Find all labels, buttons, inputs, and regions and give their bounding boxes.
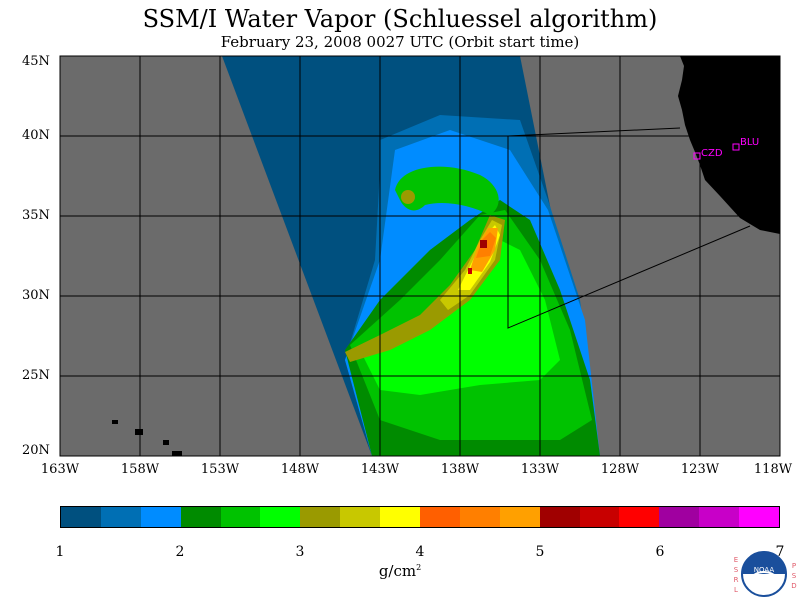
colorbar-swatch-5: [220, 507, 261, 527]
boundary-top: [507, 127, 681, 137]
lon-label-153w: 153W: [200, 462, 240, 477]
lon-label-163w: 163W: [40, 462, 80, 477]
colorbar-swatch-17: [699, 507, 740, 527]
colorbar-swatch-9: [380, 507, 421, 527]
colorbar-swatch-15: [619, 507, 660, 527]
lat-label-40n: 40N: [22, 128, 50, 143]
map-frame: [59, 55, 781, 457]
colorbar-tick-5: 5: [535, 544, 545, 560]
logo-letter-p: P: [791, 562, 797, 570]
water-vapor-map: [59, 55, 781, 457]
lon-label-148w: 148W: [280, 462, 320, 477]
colorbar-swatch-1: [61, 507, 101, 527]
colorbar-swatch-8: [340, 507, 381, 527]
lat-label-35n: 35N: [22, 208, 50, 223]
lon-label-128w: 128W: [600, 462, 640, 477]
colorbar-tick-6: 6: [655, 544, 665, 560]
lon-label-133w: 133W: [520, 462, 560, 477]
colorbar-swatch-11: [459, 507, 500, 527]
page-subtitle: February 23, 2008 0027 UTC (Orbit start …: [220, 33, 580, 51]
colorbar-swatch-4: [180, 507, 221, 527]
colorbar-swatch-13: [539, 507, 580, 527]
colorbar-tick-3: 3: [295, 544, 305, 560]
land-hawaii-4: [172, 451, 182, 456]
colorbar-swatch-12: [499, 507, 540, 527]
lon-label-138w: 138W: [440, 462, 480, 477]
colorbar-tick-2: 2: [175, 544, 185, 560]
lat-label-20n: 20N: [22, 443, 50, 458]
colorbar-swatch-14: [579, 507, 620, 527]
lat-label-25n: 25N: [22, 368, 50, 383]
noaa-logo: NOAA E S R L P S D: [728, 548, 800, 600]
lon-label-158w: 158W: [120, 462, 160, 477]
logo-letter-d: D: [791, 582, 797, 590]
station-czd-marker: [693, 152, 701, 160]
logo-letter-e: E: [733, 556, 739, 564]
station-blu-label: BLU: [740, 137, 760, 148]
colorbar-unit: g/cm2: [378, 562, 422, 580]
colorbar-tick-4: 4: [415, 544, 425, 560]
page-title: SSM/I Water Vapor (Schluessel algorithm): [142, 5, 658, 33]
station-blu-marker: [732, 143, 740, 151]
colorbar-swatch-18: [739, 507, 780, 527]
logo-letter-r: R: [733, 576, 739, 584]
colorbar-tick-7: 7: [775, 544, 785, 560]
swath-vortex-core: [401, 190, 415, 204]
colorbar-swatch-3: [140, 507, 181, 527]
swath-max-cell: [480, 240, 487, 248]
logo-letter-s2: S: [791, 572, 797, 580]
lat-label-30n: 30N: [22, 288, 50, 303]
swath-high-cell: [468, 268, 472, 274]
colorbar-swatch-2: [100, 507, 141, 527]
grid-lines: [60, 56, 780, 456]
station-czd-label: CZD: [701, 148, 723, 159]
lon-label-143w: 143W: [360, 462, 400, 477]
colorbar: [60, 506, 780, 528]
land-hawaii-3: [163, 440, 169, 445]
lat-label-45n: 45N: [22, 54, 50, 69]
colorbar-swatch-16: [659, 507, 700, 527]
land-hawaii-1: [112, 420, 118, 424]
lon-label-118w: 118W: [753, 462, 793, 477]
colorbar-swatch-10: [420, 507, 460, 527]
logo-letter-l: L: [734, 586, 738, 594]
svg-text:NOAA: NOAA: [754, 566, 775, 574]
land-north-america: [678, 56, 780, 234]
logo-letter-s: S: [733, 566, 739, 574]
noaa-emblem-icon: NOAA: [741, 551, 787, 597]
land-hawaii-2: [135, 429, 143, 435]
colorbar-swatch-6: [260, 507, 301, 527]
swath-vortex: [395, 166, 499, 215]
lon-label-123w: 123W: [680, 462, 720, 477]
colorbar-tick-1: 1: [55, 544, 65, 560]
boundary-box: [507, 136, 751, 329]
colorbar-swatch-7: [300, 507, 341, 527]
